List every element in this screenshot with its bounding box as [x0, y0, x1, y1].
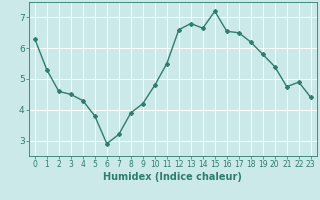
X-axis label: Humidex (Indice chaleur): Humidex (Indice chaleur) — [103, 172, 242, 182]
